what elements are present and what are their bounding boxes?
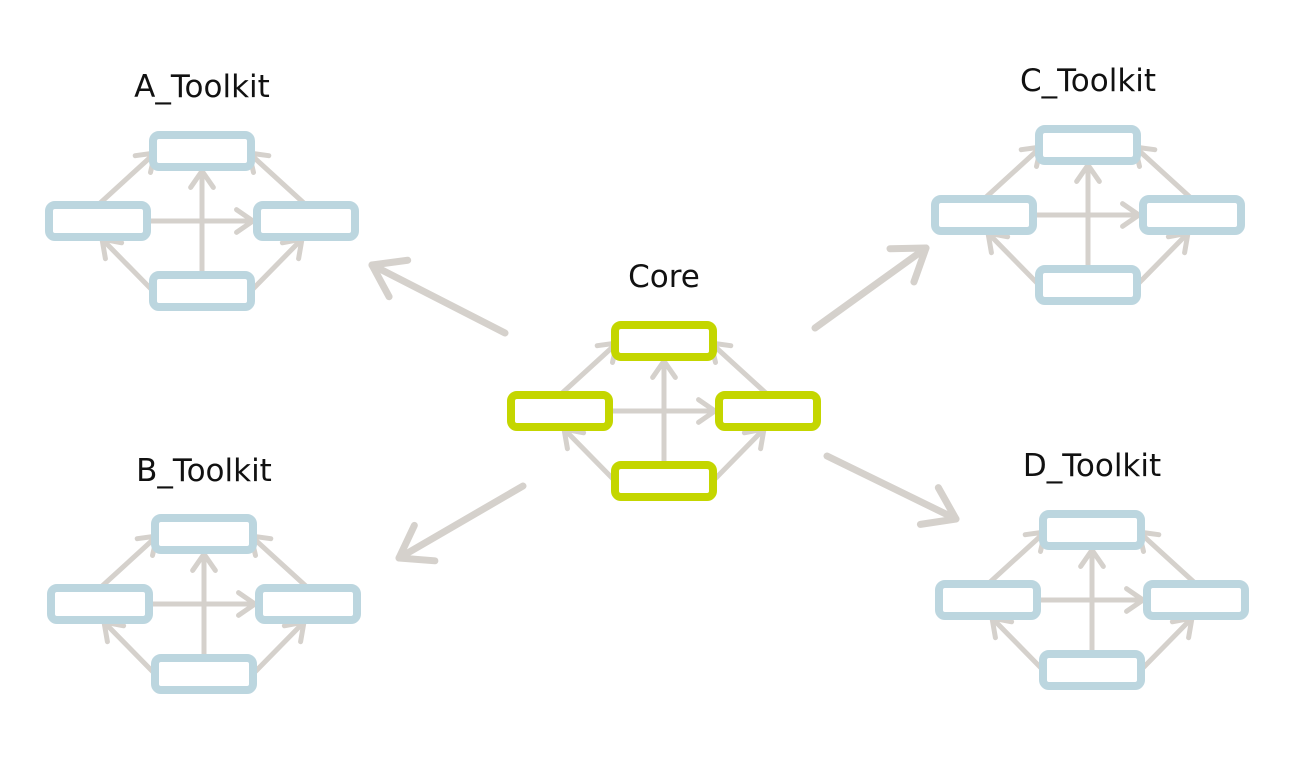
component-box-left	[931, 195, 1037, 235]
internal-arrow-bottom-to-left	[989, 615, 1046, 673]
component-box-left	[935, 580, 1041, 620]
dependency-arrow-core-to-c_toolkit	[811, 244, 930, 332]
internal-arrow-bottom-to-right	[250, 619, 307, 677]
module-b_toolkit: B_Toolkit	[47, 453, 361, 694]
dependency-arrow-core-to-b_toolkit	[395, 482, 527, 565]
module-title-core: Core	[628, 259, 700, 295]
internal-arrow-right-to-top	[1132, 144, 1195, 202]
component-box-left	[507, 391, 613, 431]
component-box-bottom	[149, 271, 255, 311]
internal-arrow-bottom-to-left	[985, 230, 1042, 288]
module-title-c_toolkit: C_Toolkit	[1020, 63, 1156, 99]
module-boxes	[47, 514, 361, 694]
component-box-bottom	[1035, 265, 1141, 305]
module-boxes	[507, 321, 821, 501]
internal-arrow-bottom-to-left	[561, 426, 618, 484]
internal-arrow-left-to-top	[95, 150, 158, 208]
internal-arrow-bottom-to-left	[99, 236, 156, 294]
component-box-top	[1035, 125, 1141, 165]
module-title-a_toolkit: A_Toolkit	[134, 69, 270, 105]
component-box-bottom	[1039, 650, 1145, 690]
component-box-left	[47, 584, 153, 624]
internal-arrow-left-to-top	[981, 144, 1044, 202]
component-box-top	[149, 131, 255, 171]
module-d_toolkit: D_Toolkit	[935, 448, 1249, 690]
component-box-right	[255, 584, 361, 624]
module-boxes	[931, 125, 1245, 305]
dependency-arrow-core-to-d_toolkit	[823, 452, 960, 528]
internal-arrow-right-to-top	[248, 533, 311, 591]
component-box-top	[151, 514, 257, 554]
dependency-links	[368, 244, 960, 565]
dependency-arrow-core-to-a_toolkit	[368, 256, 509, 337]
internal-arrow-bottom-to-right	[1138, 615, 1195, 673]
module-boxes	[935, 510, 1249, 690]
module-title-b_toolkit: B_Toolkit	[136, 453, 272, 489]
module-core: Core	[507, 259, 821, 501]
module-boxes	[45, 131, 359, 311]
internal-arrow-bottom-to-right	[1134, 230, 1191, 288]
internal-arrow-right-to-top	[708, 340, 771, 398]
module-title-d_toolkit: D_Toolkit	[1023, 448, 1161, 484]
internal-arrow-left-to-top	[985, 529, 1048, 587]
internal-arrow-bottom-to-right	[248, 236, 305, 294]
component-box-right	[1143, 580, 1249, 620]
component-box-bottom	[151, 654, 257, 694]
component-box-left	[45, 201, 151, 241]
component-box-right	[715, 391, 821, 431]
module-a_toolkit: A_Toolkit	[45, 69, 359, 311]
component-box-right	[1139, 195, 1245, 235]
component-box-right	[253, 201, 359, 241]
internal-arrow-left-to-top	[97, 533, 160, 591]
component-box-top	[1039, 510, 1145, 550]
component-box-top	[611, 321, 717, 361]
internal-arrow-bottom-to-right	[710, 426, 767, 484]
internal-arrow-bottom-to-left	[101, 619, 158, 677]
internal-arrow-right-to-top	[1136, 529, 1199, 587]
internal-arrow-right-to-top	[246, 150, 309, 208]
internal-arrow-left-to-top	[557, 340, 620, 398]
component-box-bottom	[611, 461, 717, 501]
module-clusters: A_Toolkit B_Toolkit C_Toolkit D_Toolkit Core	[45, 63, 1249, 694]
module-c_toolkit: C_Toolkit	[931, 63, 1245, 305]
